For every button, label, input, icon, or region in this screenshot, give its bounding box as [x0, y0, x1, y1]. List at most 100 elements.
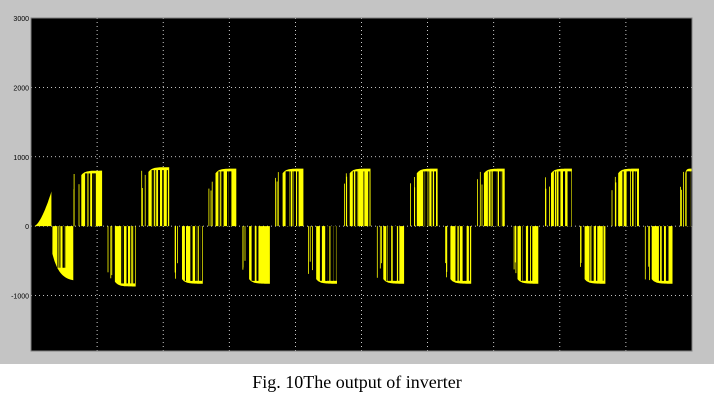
switching-spike [312, 226, 313, 271]
pwm-gap [388, 226, 390, 281]
switching-spike [210, 190, 212, 227]
pwm-gap [121, 226, 123, 284]
pwm-gap [591, 226, 593, 281]
pwm-gap [458, 226, 460, 281]
pwm-gap [363, 171, 365, 227]
switching-spike [615, 182, 617, 227]
pwm-gap [493, 171, 496, 227]
pwm-gap [88, 173, 91, 227]
positive-half-cycle [81, 170, 103, 227]
pwm-gap [62, 226, 64, 268]
pwm-gap [123, 226, 124, 284]
switching-spike [345, 173, 347, 227]
pwm-gap [133, 226, 135, 284]
pwm-gap [287, 171, 289, 227]
pwm-gap [558, 171, 561, 227]
pwm-gap [569, 171, 572, 227]
pwm-gap [229, 171, 231, 227]
pwm-gap [220, 171, 222, 227]
pwm-gap [531, 226, 533, 281]
switching-spike [344, 183, 345, 227]
pwm-gap [86, 173, 88, 227]
pwm-gap [468, 226, 470, 281]
pwm-gap [556, 171, 557, 227]
pwm-gap [392, 226, 395, 281]
pwm-gap [398, 226, 400, 281]
switching-spike [477, 179, 478, 227]
startup-ramp [34, 191, 52, 227]
pwm-gap [196, 226, 198, 281]
pwm-gap [59, 226, 61, 268]
switching-spike [545, 188, 547, 227]
pwm-gap [564, 171, 566, 227]
pwm-gap [227, 171, 229, 227]
y-tick-label: 3000 [13, 16, 29, 23]
pwm-gap [622, 171, 624, 227]
pwm-gap [92, 173, 93, 227]
switching-spike [580, 226, 582, 263]
pwm-gap [523, 226, 525, 281]
switching-spike [513, 226, 515, 270]
pwm-gap [431, 171, 433, 227]
pwm-gap [686, 171, 688, 227]
pwm-gap [395, 226, 397, 281]
switching-spike [580, 226, 581, 267]
negative-half-cycle [517, 226, 539, 284]
switching-spike [611, 190, 613, 227]
pwm-gap [200, 226, 203, 281]
switching-spike [514, 226, 516, 263]
pwm-gap [490, 171, 492, 227]
switching-spike [110, 226, 112, 279]
pwm-gap [386, 226, 387, 281]
pwm-gap [665, 226, 668, 281]
positive-half-cycle [349, 168, 371, 227]
y-tick-label: 0 [25, 224, 29, 231]
switching-spike [414, 177, 415, 227]
pwm-gap [528, 226, 530, 281]
pwm-gap [332, 226, 334, 281]
pwm-gap [95, 173, 96, 227]
switching-spike [78, 184, 80, 227]
waveform-trace [34, 167, 693, 287]
pwm-gap [155, 170, 157, 227]
pwm-gap [326, 226, 328, 281]
negative-half-cycle [450, 226, 472, 284]
pwm-gap [434, 171, 436, 227]
pwm-gap [297, 171, 299, 227]
pwm-gap [195, 226, 197, 281]
switching-spike [107, 226, 109, 273]
pwm-gap [464, 226, 467, 281]
switching-spike [244, 226, 246, 261]
switching-spike [648, 226, 650, 267]
switching-spike [381, 226, 382, 264]
switching-spike [177, 226, 178, 264]
pwm-gap [492, 171, 495, 227]
pwm-gap [319, 226, 322, 281]
pwm-gap [93, 173, 95, 227]
switching-spike [73, 189, 75, 227]
pwm-gap [126, 226, 128, 284]
switching-spike [515, 226, 517, 274]
scope-figure: 3000 2000 1000 0 -1000 [0, 0, 714, 364]
switching-spike [446, 226, 447, 278]
switching-spike [445, 226, 446, 264]
pwm-gap [158, 170, 160, 227]
positive-half-cycle [551, 168, 572, 227]
pwm-gap [463, 226, 465, 281]
pwm-gap [57, 226, 59, 268]
pwm-gap [219, 171, 220, 227]
y-tick-label: -1000 [11, 294, 29, 301]
pwm-gap [630, 171, 633, 227]
pwm-gap [493, 171, 495, 227]
pwm-gap [528, 226, 531, 281]
scope-chart: 3000 2000 1000 0 -1000 [0, 0, 714, 364]
pwm-gap [331, 226, 333, 281]
switching-spike [683, 171, 684, 227]
switching-spike [275, 177, 276, 227]
pwm-gap [285, 171, 287, 227]
pwm-gap [200, 226, 201, 281]
pwm-gap [325, 226, 327, 281]
switching-spike [479, 171, 481, 227]
pwm-gap [663, 226, 664, 281]
pwm-gap [218, 171, 220, 227]
